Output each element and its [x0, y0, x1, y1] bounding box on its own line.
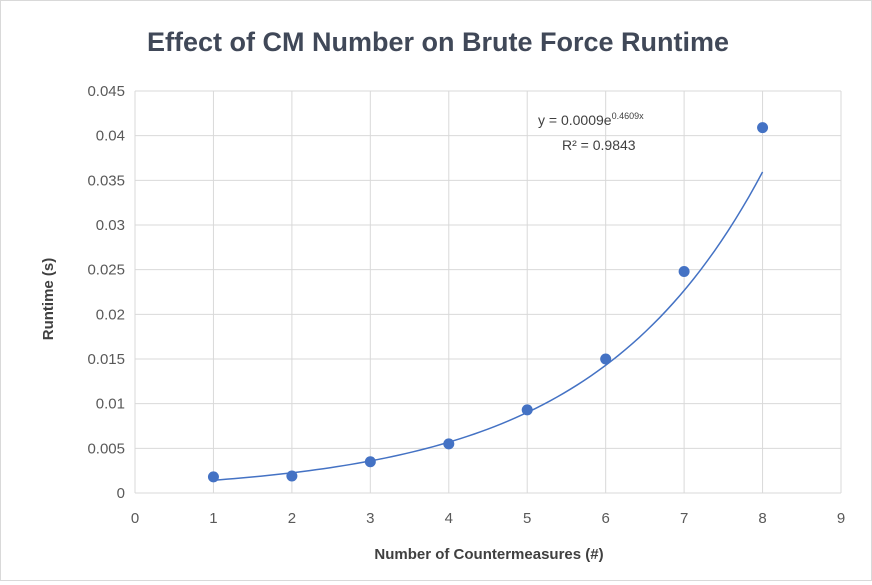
y-tick-label: 0.005 [87, 440, 125, 457]
y-tick-label: 0.045 [87, 83, 125, 100]
data-point [207, 471, 219, 483]
equation-prefix: y = 0.0009e [538, 112, 612, 128]
trendline [213, 171, 764, 481]
x-tick-label: 2 [288, 510, 296, 527]
data-point [364, 456, 376, 468]
x-tick-label: 1 [209, 510, 217, 527]
data-point [286, 470, 298, 482]
y-tick-label: 0 [117, 485, 125, 502]
x-tick-label: 6 [601, 510, 609, 527]
x-tick-label: 0 [131, 510, 139, 527]
y-tick-label: 0.015 [87, 351, 125, 368]
y-tick-label: 0.04 [96, 128, 125, 145]
data-point [521, 404, 533, 416]
trendline-r-squared: R² = 0.9843 [562, 137, 636, 153]
y-tick-label: 0.03 [96, 217, 125, 234]
x-tick-label: 4 [445, 510, 453, 527]
x-axis-tick-labels: 0 1 2 3 4 5 6 7 8 9 [131, 510, 845, 527]
x-tick-label: 3 [366, 510, 374, 527]
y-axis-title: Runtime (s) [40, 258, 57, 341]
x-tick-label: 9 [837, 510, 845, 527]
y-tick-label: 0.01 [96, 396, 125, 413]
x-tick-label: 8 [758, 510, 766, 527]
trendline-equation: y = 0.0009e0.4609x [538, 111, 644, 128]
data-point [600, 353, 612, 365]
y-tick-label: 0.02 [96, 306, 125, 323]
data-point [757, 122, 769, 134]
equation-exponent: 0.4609x [612, 111, 645, 121]
y-axis-tick-labels: 0 0.005 0.01 0.015 0.02 0.025 0.03 0.035 0.04 0.0… [87, 83, 125, 502]
x-axis-title: Number of Countermeasures (#) [374, 546, 603, 563]
y-tick-label: 0.025 [87, 262, 125, 279]
data-point [678, 265, 690, 277]
chart-title: Effect of CM Number on Brute Force Runti… [147, 27, 729, 57]
y-tick-label: 0.035 [87, 172, 125, 189]
x-tick-label: 5 [523, 510, 531, 527]
gridlines [134, 90, 842, 494]
data-points [207, 122, 769, 483]
x-tick-label: 7 [680, 510, 688, 527]
data-point [443, 438, 455, 450]
